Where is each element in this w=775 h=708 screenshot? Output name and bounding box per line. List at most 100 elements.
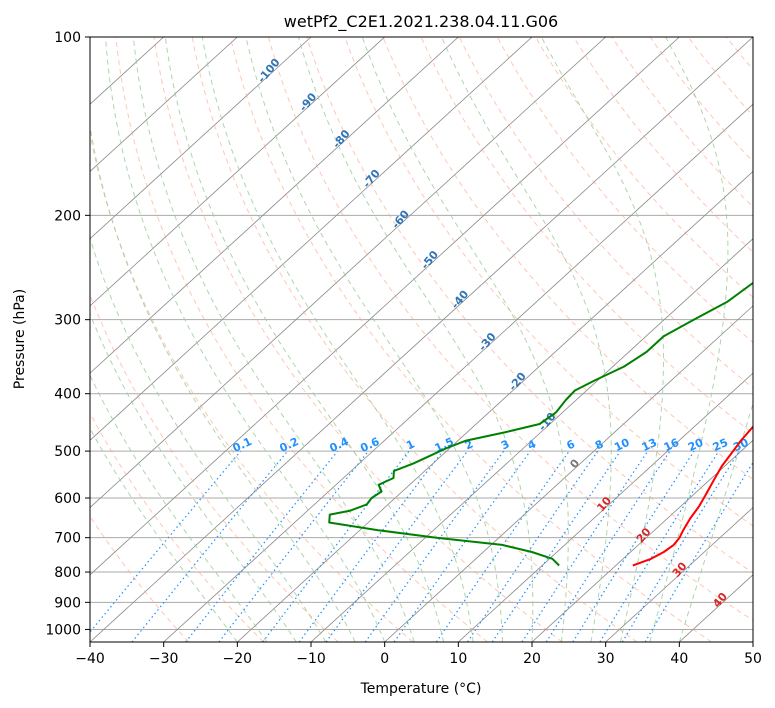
x-tick-label: 30 xyxy=(597,651,615,667)
mixing-ratio-line xyxy=(298,450,444,642)
moist-adiabat-line xyxy=(132,37,415,642)
x-tick-label: 0 xyxy=(380,651,389,667)
dry-adiabat-line xyxy=(90,131,414,642)
dry-adiabat-line xyxy=(90,293,339,642)
isotherm-line xyxy=(90,37,680,576)
isotherm-line xyxy=(90,37,238,172)
dry-adiabat-line xyxy=(458,37,753,389)
mixing-ratio-label: 25 xyxy=(711,436,730,454)
y-tick-label: 200 xyxy=(54,208,81,224)
dry-adiabat-label: -40 xyxy=(449,288,472,312)
isotherm-line xyxy=(458,372,753,642)
moist-adiabat-line xyxy=(649,37,729,642)
mixing-ratio-line xyxy=(466,450,599,642)
dry-adiabat-label: -20 xyxy=(506,370,529,394)
y-tick-label: 1000 xyxy=(45,622,81,638)
mixing-ratio-line xyxy=(131,450,289,642)
mixing-ratio-label: 13 xyxy=(640,436,659,454)
dry-adiabat-line xyxy=(229,37,712,642)
dry-adiabat-label: 40 xyxy=(710,590,730,610)
y-tick-label: 400 xyxy=(54,387,81,403)
mixing-ratio-line xyxy=(90,450,242,633)
x-tick-label: −10 xyxy=(296,651,326,667)
dry-adiabat-line xyxy=(90,412,264,642)
mixing-ratio-line xyxy=(218,450,369,642)
dry-adiabat-line xyxy=(153,37,563,642)
dry-adiabat-label: 0 xyxy=(567,456,582,470)
mixing-ratio-line xyxy=(545,450,671,642)
x-tick-label: −30 xyxy=(149,651,179,667)
dry-adiabat-line xyxy=(90,515,190,642)
mixing-ratio-line xyxy=(185,450,339,642)
y-tick-label: 600 xyxy=(54,491,81,507)
mixing-ratio-line xyxy=(644,461,753,642)
mixing-ratio-label: 0.1 xyxy=(231,435,254,455)
dry-adiabat-line xyxy=(115,37,488,642)
dry-adiabat-line xyxy=(191,37,638,642)
dry-adiabat-line xyxy=(306,37,753,574)
isotherm-line xyxy=(605,507,753,642)
moist-adiabat-line xyxy=(245,37,503,642)
x-tick-label: 20 xyxy=(523,651,541,667)
y-tick-label: 700 xyxy=(54,531,81,547)
moist-adiabat-line xyxy=(540,37,664,642)
dry-adiabat-line xyxy=(611,37,753,208)
temperature-line xyxy=(632,425,753,567)
mixing-ratio-label: 1 xyxy=(404,437,416,452)
mixing-ratio-label: 30 xyxy=(731,436,751,454)
moist-adiabat-line xyxy=(361,37,569,642)
isopleth-labels: 0.1 0.2 0.4 0.6 1 1.5 2 3 4 6 8 10 13 16 20 25 30 36-100-… xyxy=(231,56,753,610)
moist-adiabat-line xyxy=(90,374,268,642)
y-tick-label: 300 xyxy=(54,313,81,329)
moist-adiabat-line xyxy=(90,123,356,642)
dry-adiabat-label: -60 xyxy=(389,207,412,231)
mixing-ratio-line xyxy=(621,450,740,642)
mixing-ratio-label: 0.4 xyxy=(328,435,351,455)
x-axis-label: Temperature (°C) xyxy=(360,681,482,697)
dry-adiabat-label: -80 xyxy=(330,127,353,151)
plot-frame xyxy=(89,36,754,643)
mixing-ratio-label: 0.2 xyxy=(278,435,301,455)
x-tick-label: 10 xyxy=(449,651,467,667)
dry-adiabat-line xyxy=(726,37,753,71)
mixing-ratio-line xyxy=(572,450,695,642)
dry-adiabat-line xyxy=(535,37,753,298)
dry-adiabat-label: -50 xyxy=(418,248,441,272)
isotherm-line xyxy=(90,37,385,307)
moist-adiabat-line xyxy=(441,37,612,642)
dewpoint-line xyxy=(328,281,753,567)
moist-adiabat-line xyxy=(201,37,474,642)
x-tick-label: 40 xyxy=(670,651,688,667)
x-axis: −40 −30 −20 −10 0 10 20 30 40 50 xyxy=(75,642,762,667)
mixing-ratio-line xyxy=(521,450,649,642)
dry-adiabat-line xyxy=(344,37,753,527)
mixing-ratio-label: 20 xyxy=(686,436,706,454)
isotherm-line xyxy=(90,37,312,240)
mixing-ratio-label: 3 xyxy=(499,437,511,452)
moist-adiabat-line xyxy=(164,37,445,642)
isotherm-line xyxy=(752,641,753,642)
dry-adiabat-label: -30 xyxy=(476,330,499,354)
dry-adiabat-line xyxy=(649,37,753,163)
mixing-ratio-line xyxy=(491,450,621,642)
x-tick-label: 50 xyxy=(744,651,762,667)
isotherm-line xyxy=(90,37,606,509)
mixing-ratio-line xyxy=(435,450,570,642)
dry-adiabat-line xyxy=(765,37,775,642)
mixing-ratio-line xyxy=(325,450,468,642)
isotherm-line xyxy=(90,37,753,642)
mixing-ratio-label: 16 xyxy=(662,436,682,454)
x-tick-label: −40 xyxy=(75,651,105,667)
isotherm-line xyxy=(90,37,459,374)
chart-title: wetPf2_C2E1.2021.238.04.11.G06 xyxy=(284,12,558,32)
isotherm-line xyxy=(237,170,753,642)
isotherm-line xyxy=(90,37,533,441)
isotherm-line xyxy=(384,305,753,642)
dry-adiabat-label: -90 xyxy=(297,90,320,114)
moist-adiabat-line xyxy=(297,37,534,642)
mixing-ratio-label: 10 xyxy=(612,436,632,454)
isotherm-line xyxy=(163,103,753,642)
mixing-ratio-line xyxy=(364,450,505,642)
dry-adiabat-line xyxy=(687,37,753,117)
